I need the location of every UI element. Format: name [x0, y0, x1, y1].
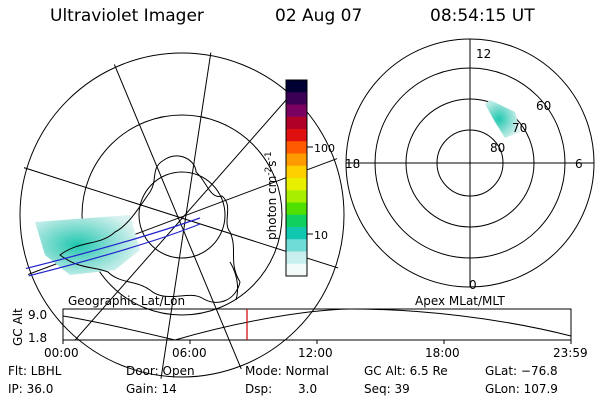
xtick-0600: 06:00 — [172, 346, 207, 360]
timeline-ylabel: GC Alt — [11, 308, 25, 346]
colorbar-swatch — [286, 116, 307, 130]
mlt-dial — [345, 38, 595, 288]
lat-circle-inner — [138, 171, 226, 259]
colorbar-swatch — [286, 104, 307, 118]
xtick-1200: 12:00 — [298, 346, 333, 360]
colorbar: 100 10 photon cm-2s-1 — [264, 79, 335, 277]
apex-caption: Apex MLat/MLT — [415, 294, 505, 308]
time-label: 08:54:15 UT — [430, 6, 535, 26]
colorbar-swatch — [286, 202, 307, 216]
colorbar-tick-10: 10 — [314, 229, 328, 242]
colorbar-swatch — [286, 239, 307, 252]
timeline-plot: GC Alt 9.0 1.8 — [11, 308, 572, 346]
colorbar-swatch — [286, 263, 307, 277]
ytick-1-8: 1.8 — [28, 331, 47, 345]
dial-emission-region — [485, 100, 520, 138]
xtick-0000: 00:00 — [44, 346, 79, 360]
orbit-track-1 — [19, 217, 201, 271]
colorbar-swatch — [286, 92, 307, 105]
gain-info: Gain: 14 — [126, 382, 177, 396]
colorbar-swatch — [286, 190, 307, 203]
colorbar-swatch — [286, 80, 307, 93]
colorbar-label: photon cm-2s-1 — [264, 151, 279, 240]
lat-circle-mid — [81, 114, 283, 316]
glat-info: GLat: −76.8 — [485, 364, 558, 378]
mlt-label-18: 18 — [345, 157, 360, 171]
mlt-label-12: 12 — [476, 47, 491, 61]
ytick-9: 9.0 — [28, 308, 47, 322]
dsp-value: 3.0 — [298, 382, 318, 396]
colorbar-swatch — [286, 141, 307, 154]
date-label: 02 Aug 07 — [275, 6, 363, 26]
colorbar-swatch — [286, 129, 307, 142]
glon-info: GLon: 107.9 — [485, 382, 558, 396]
coastline — [59, 155, 241, 303]
colorbar-tick-100: 100 — [314, 142, 335, 155]
gc-alt-info: GC Alt: 6.5 Re — [364, 364, 448, 378]
colorbar-swatch — [286, 178, 307, 191]
xtick-2359: 23:59 — [553, 346, 588, 360]
mode-info: Mode: Normal — [245, 364, 329, 378]
lat-label-70: 70 — [512, 121, 527, 135]
colorbar-swatch — [286, 214, 307, 228]
lat-label-60: 60 — [536, 99, 551, 113]
mlt-label-6: 6 — [575, 157, 583, 171]
colorbar-swatch — [286, 227, 307, 240]
instrument-title: Ultraviolet Imager — [50, 6, 204, 26]
xtick-1800: 18:00 — [425, 346, 460, 360]
mlt-label-0: 0 — [469, 278, 477, 292]
colorbar-swatch — [286, 251, 307, 265]
geographic-caption: Geographic Lat/Lon — [68, 294, 186, 308]
filter-info: Flt: LBHL — [8, 364, 62, 378]
door-info: Door: Open — [126, 364, 195, 378]
colorbar-swatch — [286, 165, 307, 179]
seq-info: Seq: 39 — [364, 382, 410, 396]
colorbar-swatch — [286, 153, 307, 167]
orbit-track-2 — [19, 223, 201, 279]
lat-label-80: 80 — [490, 141, 505, 155]
dsp-label: Dsp: — [245, 382, 273, 396]
geographic-map — [17, 50, 347, 380]
lat-circle-outer — [19, 52, 345, 378]
ip-info: IP: 36.0 — [8, 382, 54, 396]
altitude-curve — [62, 308, 572, 341]
